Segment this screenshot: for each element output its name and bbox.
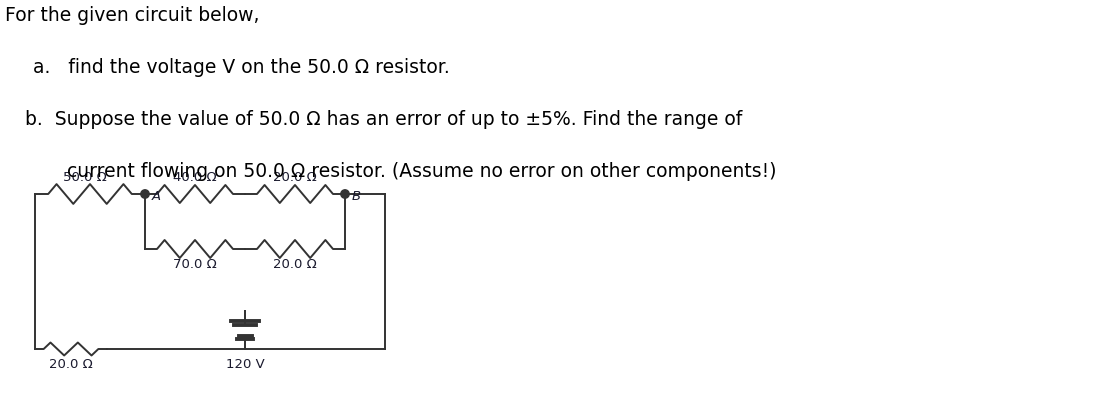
Text: current flowing on 50.0 Ω resistor. (Assume no error on other components!): current flowing on 50.0 Ω resistor. (Ass… [67, 162, 776, 181]
Circle shape [141, 190, 150, 198]
Text: 50.0 Ω: 50.0 Ω [63, 171, 107, 184]
Text: 120 V: 120 V [226, 358, 264, 371]
Text: b.  Suppose the value of 50.0 Ω has an error of up to ±5%. Find the range of: b. Suppose the value of 50.0 Ω has an er… [25, 110, 742, 129]
Text: 70.0 Ω: 70.0 Ω [173, 258, 217, 271]
Text: For the given circuit below,: For the given circuit below, [6, 6, 260, 25]
Text: a.   find the voltage V on the 50.0 Ω resistor.: a. find the voltage V on the 50.0 Ω resi… [33, 58, 449, 77]
Text: 20.0 Ω: 20.0 Ω [273, 171, 317, 184]
Text: 20.0 Ω: 20.0 Ω [50, 358, 92, 371]
Text: A: A [152, 190, 161, 203]
Text: B: B [352, 190, 361, 203]
Text: 40.0 Ω: 40.0 Ω [173, 171, 217, 184]
Text: 20.0 Ω: 20.0 Ω [273, 258, 317, 271]
Circle shape [341, 190, 349, 198]
